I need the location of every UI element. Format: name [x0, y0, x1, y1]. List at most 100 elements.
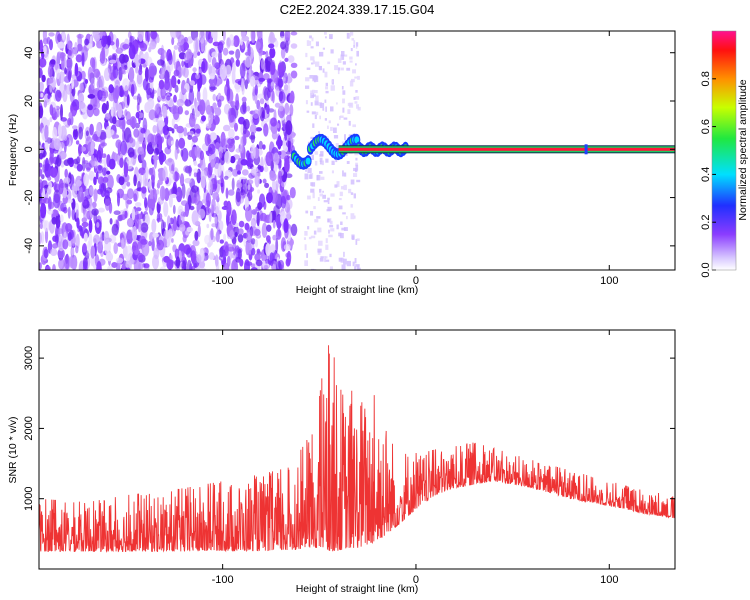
colorbar-tick-label: 0.4: [700, 167, 712, 182]
heatmap-cell: [59, 150, 67, 160]
heatmap-cell: [277, 78, 284, 88]
heatmap-cell: [157, 179, 163, 186]
heatmap-cell: [148, 109, 156, 121]
heatmap-cell: [172, 216, 178, 232]
heatmap-cell: [306, 110, 310, 113]
heatmap-cell: [263, 264, 269, 270]
heatmap-cell: [251, 247, 256, 256]
heatmap-cell: [83, 210, 90, 220]
heatmap-cell: [265, 156, 270, 163]
heatmap-cell: [195, 128, 201, 134]
heatmap-cell: [230, 100, 236, 108]
y-tick-label: 1000: [23, 486, 35, 510]
heatmap-cell: [235, 148, 242, 153]
heatmap-cell: [228, 50, 235, 55]
heatmap-cell: [343, 258, 347, 265]
heatmap-cell: [115, 47, 124, 54]
heatmap-cell: [120, 140, 128, 156]
heatmap-cell: [267, 89, 271, 99]
y-tick-label: -40: [23, 238, 35, 254]
heatmap-cell: [184, 202, 190, 217]
heatmap-cell: [222, 249, 226, 261]
heatmap-cell: [311, 182, 316, 187]
heatmap-cell: [42, 31, 47, 42]
heatmap-cell: [240, 104, 247, 115]
heatmap-cell: [88, 219, 93, 234]
heatmap-cell: [199, 150, 204, 161]
heatmap-cell: [172, 105, 180, 120]
heatmap-cell: [311, 62, 314, 65]
heatmap-cell: [339, 191, 343, 197]
heatmap-cell: [111, 223, 119, 236]
heatmap-cell: [49, 39, 53, 51]
heatmap-cell: [81, 221, 89, 228]
heatmap-cell: [349, 56, 353, 60]
heatmap-cell: [98, 165, 102, 171]
heatmap-cell: [256, 38, 264, 54]
heatmap-cell: [39, 67, 43, 79]
heatmap-cell: [319, 66, 322, 71]
heatmap-cell: [215, 202, 220, 216]
heatmap-cell: [49, 104, 54, 116]
heatmap-cell: [324, 32, 327, 35]
heatmap-cell: [135, 67, 139, 74]
heatmap-cell: [126, 181, 131, 187]
heatmap-cell: [76, 164, 83, 172]
heatmap-cell: [58, 178, 64, 195]
heatmap-cell: [220, 131, 226, 147]
heatmap-cell: [201, 115, 206, 122]
heatmap-cell: [40, 202, 47, 219]
heatmap-cell: [355, 46, 358, 49]
heatmap-cell: [318, 240, 323, 246]
heatmap-cell: [314, 90, 318, 94]
heatmap-cell: [91, 208, 99, 216]
heatmap-cell: [312, 94, 316, 97]
heatmap-cell: [346, 161, 350, 164]
heatmap-cell: [320, 151, 324, 157]
heatmap-cell: [251, 144, 256, 160]
heatmap-cell: [126, 119, 133, 126]
heatmap-cell: [172, 49, 176, 66]
heatmap-cell: [354, 266, 357, 270]
heatmap-cell: [271, 130, 278, 140]
heatmap-cell: [192, 51, 198, 59]
heatmap-cell: [190, 105, 196, 111]
heatmap-cell: [222, 47, 229, 56]
heatmap-cell: [75, 209, 79, 220]
heatmap-cell: [208, 252, 215, 260]
heatmap-cell: [82, 243, 87, 253]
heatmap-cell: [63, 177, 71, 184]
heatmap-cell: [336, 181, 340, 187]
heatmap-cell: [284, 131, 288, 141]
heatmap-cell: [318, 131, 320, 134]
heatmap-cell: [284, 31, 291, 42]
heatmap-cell: [193, 37, 200, 53]
heatmap-cell: [348, 120, 351, 126]
heatmap-cell: [343, 54, 348, 57]
heatmap-cell: [322, 190, 324, 193]
heatmap-cell: [317, 197, 320, 201]
heatmap-cell: [226, 78, 230, 88]
heatmap-cell: [225, 64, 232, 77]
heatmap-cell: [125, 245, 133, 257]
heatmap-cell: [109, 218, 113, 225]
heatmap-cell: [245, 206, 253, 222]
heatmap-cell: [353, 173, 358, 177]
snr-y-label: SNR (10 * v/v): [7, 416, 19, 483]
heatmap-cell: [248, 243, 252, 255]
heatmap-cell: [132, 122, 136, 129]
heatmap-cell: [193, 168, 199, 173]
heatmap-cell: [156, 36, 160, 44]
heatmap-cell: [246, 179, 254, 185]
heatmap-cell: [315, 95, 319, 102]
heatmap-cell: [39, 39, 43, 53]
heatmap-cell: [90, 57, 96, 68]
heatmap-cell: [177, 79, 181, 85]
heatmap-cell: [78, 143, 82, 157]
heatmap-cell: [206, 104, 212, 115]
heatmap-cell: [229, 155, 236, 164]
heatmap-cell: [350, 48, 353, 52]
heatmap-cell: [144, 197, 148, 209]
heatmap-cell: [84, 38, 89, 46]
heatmap-cell: [224, 150, 232, 164]
